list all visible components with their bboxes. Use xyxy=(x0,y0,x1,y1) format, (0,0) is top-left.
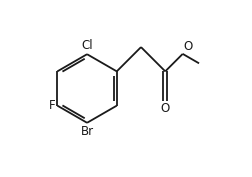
Text: Br: Br xyxy=(80,125,93,138)
Text: O: O xyxy=(183,39,192,53)
Text: O: O xyxy=(160,102,169,115)
Text: F: F xyxy=(48,99,55,112)
Text: Cl: Cl xyxy=(81,39,92,52)
